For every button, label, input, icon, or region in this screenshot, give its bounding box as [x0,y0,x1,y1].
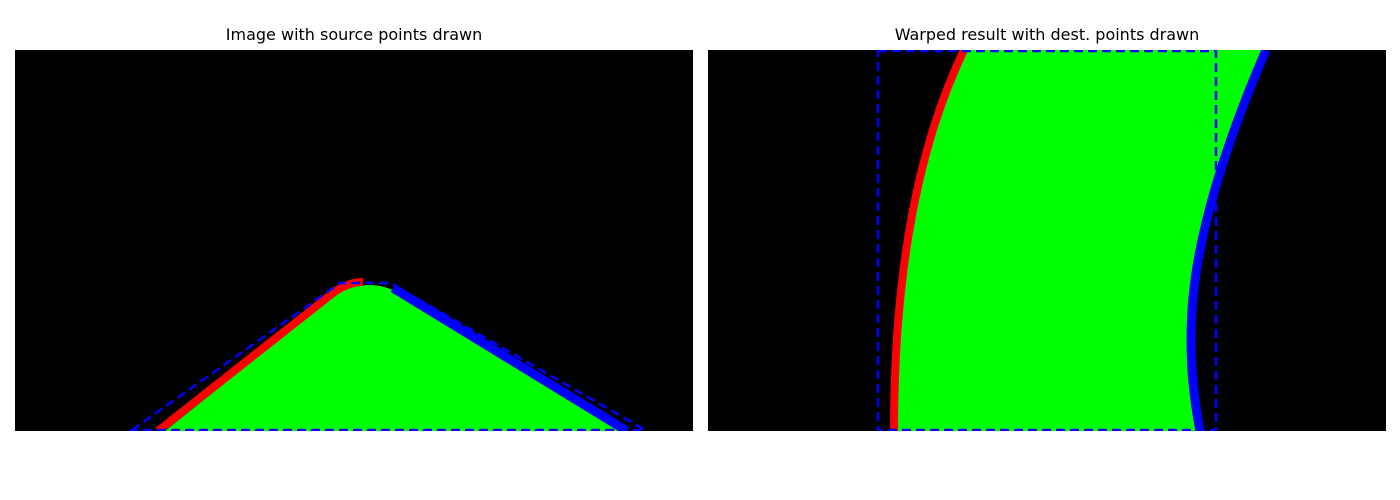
source-image-panel [15,50,693,431]
warped-image-panel [708,50,1386,431]
right-panel-title: Warped result with dest. points drawn [894,25,1200,44]
destination-points-rectangle [876,50,1218,431]
warped-image-canvas [708,50,1386,431]
warped-left-lane-line [890,50,968,431]
warped-lane-area [894,50,1266,431]
left-panel-title: Image with source points drawn [225,25,483,44]
warped-right-lane-line [1186,50,1271,431]
source-right-lane-line [390,284,630,431]
source-image-canvas [15,50,693,431]
source-lane-area [165,285,625,431]
source-points-trapezoid [128,281,650,431]
